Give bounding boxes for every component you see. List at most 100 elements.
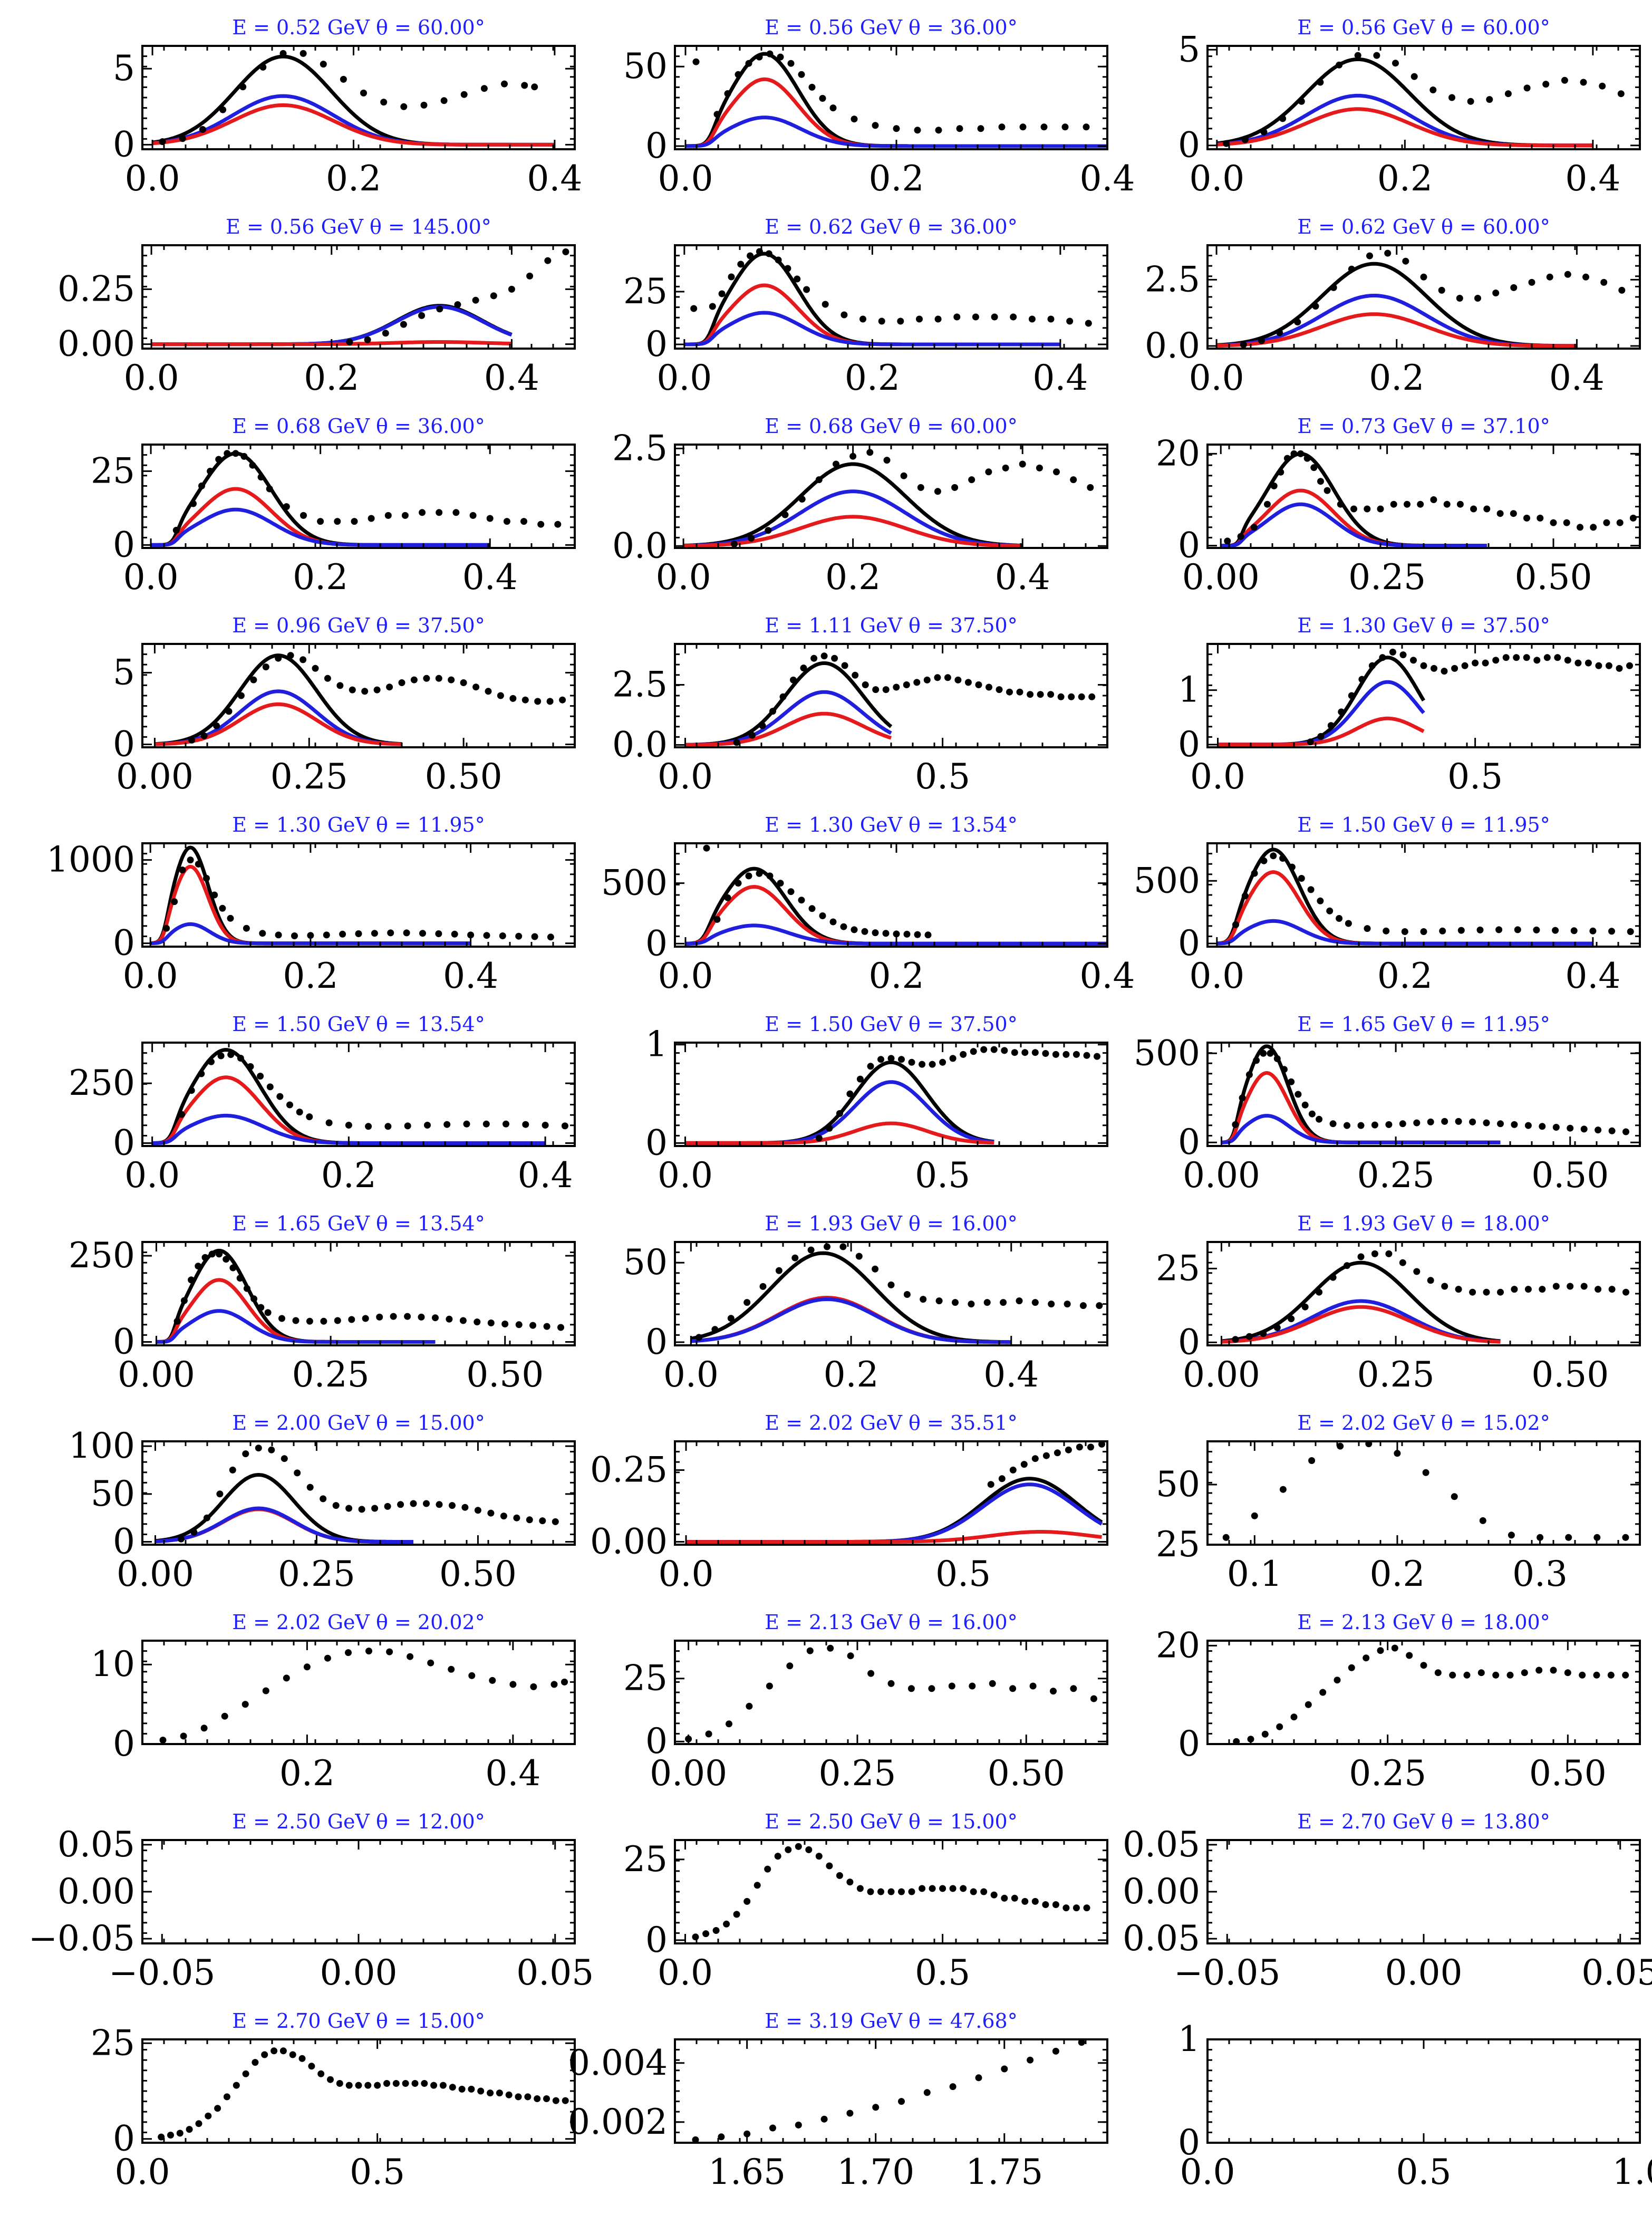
data-point: [1580, 1125, 1588, 1133]
red-curve: [153, 702, 403, 746]
data-point: [1232, 921, 1239, 928]
panel-title: E = 1.93 GeV θ = 18.00°: [1297, 1212, 1550, 1235]
panel-title: E = 2.50 GeV θ = 12.00°: [232, 1810, 485, 1833]
x-tick-label: 0.4: [484, 358, 539, 398]
data-point: [362, 1315, 369, 1322]
data-point: [897, 317, 904, 325]
data-point: [1510, 510, 1517, 517]
data-point: [1528, 278, 1535, 286]
data-point: [227, 1051, 235, 1058]
data-point: [1567, 1124, 1574, 1132]
data-point: [1260, 128, 1268, 136]
x-tick-label: 1.70: [837, 2152, 914, 2192]
data-point: [1031, 1455, 1039, 1462]
data-point: [1027, 691, 1034, 698]
plot-frame: [674, 2038, 1108, 2144]
data-point: [474, 1318, 481, 1326]
y-tick-label: 1: [1178, 2019, 1200, 2059]
data-point: [898, 2098, 905, 2105]
data-point: [1009, 1685, 1017, 1692]
data-point: [496, 2089, 503, 2097]
data-point: [1054, 1449, 1061, 1457]
data-point: [1094, 1053, 1100, 1060]
data-point: [489, 1677, 496, 1684]
panel-title: E = 3.19 GeV θ = 47.68°: [765, 2009, 1017, 2033]
plot-frame: [141, 643, 576, 748]
data-point: [1383, 927, 1390, 935]
data-point: [1622, 1671, 1629, 1679]
data-point: [785, 1846, 792, 1853]
data-point: [711, 1326, 719, 1333]
data-point: [841, 662, 848, 669]
data-point: [998, 123, 1006, 131]
data-point: [205, 2112, 212, 2120]
data-point: [954, 676, 962, 683]
data-point: [1047, 315, 1055, 323]
data-point: [718, 290, 726, 297]
plot-area: [692, 2039, 1085, 2143]
x-tick-label: 0.0: [124, 1155, 180, 1196]
data-point: [557, 1324, 564, 1331]
blue-curve: [1221, 1114, 1501, 1144]
y-tick-label: 0: [645, 1122, 668, 1163]
x-tick-label: 0.2: [824, 1354, 879, 1395]
data-point: [1451, 1493, 1458, 1500]
data-point: [1345, 920, 1352, 927]
data-point: [298, 2055, 306, 2062]
data-point: [867, 1888, 874, 1895]
data-point: [306, 1317, 313, 1325]
data-point: [1064, 1301, 1071, 1308]
data-point: [1492, 1671, 1500, 1679]
y-tick-label: 20: [1156, 1625, 1200, 1665]
data-point: [1307, 738, 1314, 746]
data-point: [855, 1253, 863, 1260]
y-tick-label: 250: [69, 1235, 135, 1276]
data-point: [1281, 1066, 1288, 1073]
data-point: [241, 1701, 249, 1708]
panel-title: E = 1.30 GeV θ = 13.54°: [765, 813, 1017, 836]
blue-curve: [151, 305, 513, 346]
data-point: [521, 696, 529, 704]
data-point: [1379, 654, 1386, 661]
data-point: [1394, 1450, 1401, 1457]
data-point: [537, 521, 545, 528]
data-point: [294, 1469, 301, 1477]
panel-title: E = 0.96 GeV θ = 37.50°: [232, 614, 485, 637]
data-point: [1245, 1071, 1253, 1078]
data-point: [919, 1061, 926, 1068]
data-point: [1305, 1701, 1312, 1708]
data-point: [1073, 1904, 1080, 1912]
plot-frame: [1206, 1440, 1641, 1546]
data-point: [320, 1495, 327, 1503]
x-tick-label: 0.00: [117, 1554, 194, 1594]
panel-27: E = 2.13 GeV θ = 18.00° 0.25 0.50 0 20: [1156, 1611, 1641, 1794]
data-point: [1622, 1128, 1629, 1135]
data-point: [956, 125, 963, 132]
data-point: [1310, 464, 1318, 471]
data-point: [1070, 476, 1077, 484]
plot-area: [1216, 848, 1634, 946]
y-tick-label: 20: [1156, 433, 1200, 474]
data-point: [960, 1885, 967, 1892]
data-point: [841, 311, 848, 319]
data-point: [1366, 252, 1373, 259]
data-point: [1016, 1297, 1023, 1305]
y-tick-label: 0: [645, 324, 668, 364]
panel-4: E = 0.56 GeV θ = 145.00° 0.0 0.2 0.4 0.00 0.2…: [57, 215, 576, 398]
plot-area: [154, 1444, 559, 1544]
data-point: [724, 894, 731, 901]
data-point: [1605, 662, 1612, 669]
data-point: [996, 686, 1003, 694]
data-point: [795, 1843, 802, 1850]
data-point: [1078, 693, 1085, 700]
data-point: [1312, 303, 1319, 310]
data-point: [836, 1872, 843, 1879]
data-point: [233, 2082, 240, 2089]
data-point: [1477, 1669, 1485, 1677]
data-point: [975, 681, 982, 688]
x-tick-label: 0.4: [983, 1354, 1039, 1395]
data-point: [398, 679, 405, 686]
data-point: [1298, 875, 1305, 882]
panel-3: E = 0.56 GeV θ = 60.00° 0.0 0.2 0.4 0 5: [1178, 16, 1641, 199]
plot-frame: [141, 1042, 576, 1147]
